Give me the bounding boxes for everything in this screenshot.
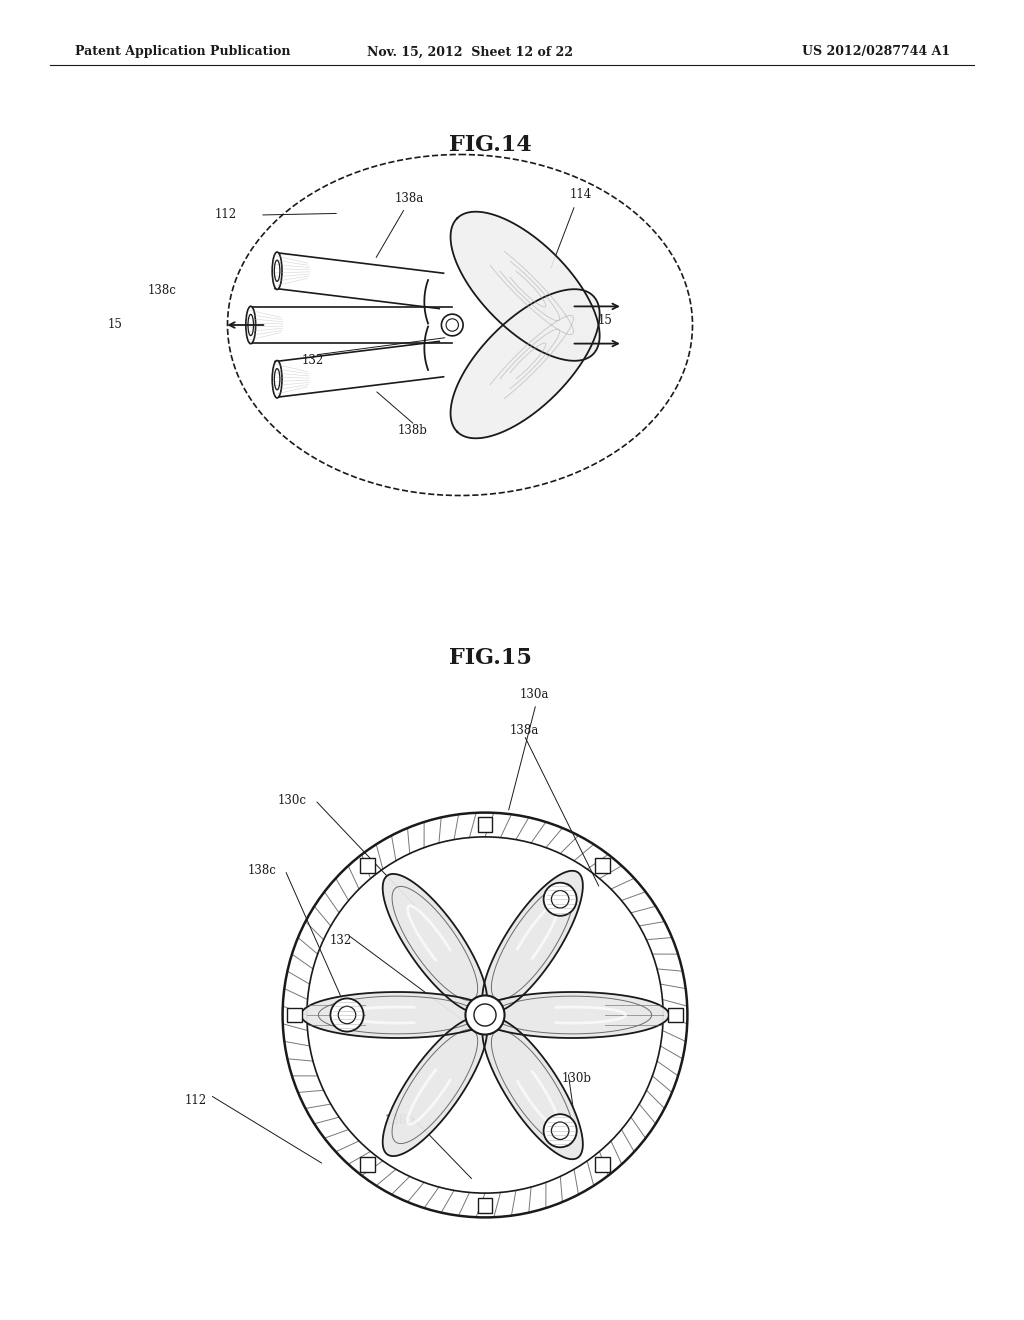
Polygon shape — [476, 993, 669, 1038]
Polygon shape — [383, 1018, 487, 1156]
Bar — [668, 1007, 683, 1023]
Bar — [288, 1007, 302, 1023]
Circle shape — [466, 995, 505, 1035]
Text: 112: 112 — [185, 1093, 207, 1106]
Circle shape — [544, 883, 577, 916]
Text: 138b: 138b — [385, 1114, 415, 1126]
Text: 130a: 130a — [520, 688, 549, 701]
Text: Nov. 15, 2012  Sheet 12 of 22: Nov. 15, 2012 Sheet 12 of 22 — [367, 45, 573, 58]
Circle shape — [544, 1114, 577, 1147]
Text: 15: 15 — [108, 318, 123, 331]
Ellipse shape — [272, 252, 282, 289]
Bar — [360, 1158, 376, 1172]
Bar — [477, 817, 493, 832]
Text: Patent Application Publication: Patent Application Publication — [75, 45, 291, 58]
Text: 114: 114 — [570, 189, 592, 202]
Text: 132: 132 — [302, 354, 325, 367]
Polygon shape — [482, 1018, 583, 1159]
Polygon shape — [383, 874, 487, 1012]
Text: 138a: 138a — [510, 723, 540, 737]
Text: 130b: 130b — [562, 1072, 592, 1085]
Text: 15: 15 — [598, 314, 613, 326]
Polygon shape — [301, 993, 495, 1038]
Text: 138c: 138c — [148, 284, 177, 297]
Polygon shape — [482, 871, 583, 1012]
Ellipse shape — [246, 306, 256, 343]
Circle shape — [331, 998, 364, 1031]
Ellipse shape — [272, 360, 282, 397]
Polygon shape — [451, 289, 600, 438]
Text: 138c: 138c — [248, 863, 276, 876]
Text: 130c: 130c — [278, 793, 307, 807]
Bar — [595, 858, 609, 873]
Text: 132: 132 — [330, 933, 352, 946]
Text: 112: 112 — [215, 209, 238, 222]
Bar — [477, 1197, 493, 1213]
Bar — [360, 858, 376, 873]
Text: US 2012/0287744 A1: US 2012/0287744 A1 — [802, 45, 950, 58]
Text: FIG.14: FIG.14 — [449, 135, 531, 156]
Text: FIG.15: FIG.15 — [449, 647, 531, 669]
Text: 138b: 138b — [398, 424, 428, 437]
Text: 138a: 138a — [395, 191, 424, 205]
Bar — [595, 1158, 609, 1172]
Polygon shape — [451, 211, 600, 360]
Circle shape — [441, 314, 463, 335]
